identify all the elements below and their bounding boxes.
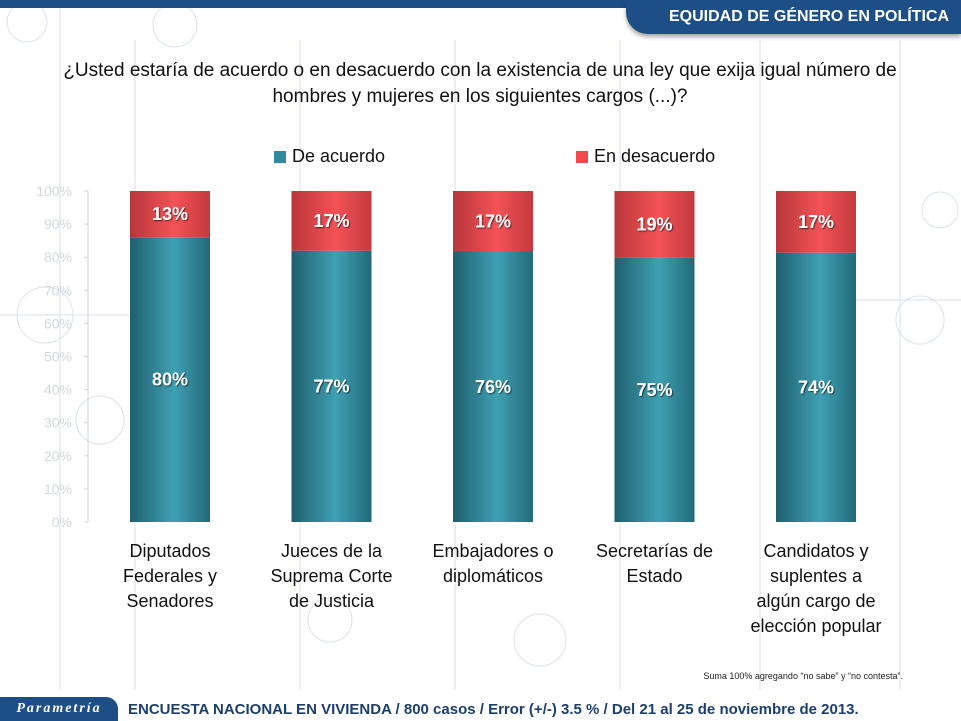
x-category-label: Candidatos y suplentes a algún cargo de ele… <box>750 541 881 636</box>
y-tick-label: 90% <box>44 216 72 232</box>
data-label-en-desacuerdo: 17% <box>798 212 834 232</box>
x-category-label: Diputados Federales y Senadores <box>123 541 217 611</box>
survey-methodology: ENCUESTA NACIONAL EN VIVIENDA / 800 caso… <box>128 701 859 718</box>
section-title: EQUIDAD DE GÉNERO EN POLÍTICA <box>626 0 961 34</box>
bar-en-desacuerdo <box>614 191 695 258</box>
y-tick-label: 20% <box>44 448 72 464</box>
y-tick-label: 50% <box>44 349 72 365</box>
legend-item-de-acuerdo: De acuerdo <box>274 146 385 167</box>
parametria-logo: Parametría <box>0 697 118 721</box>
data-label-de-acuerdo: 75% <box>636 380 672 400</box>
legend-item-en-desacuerdo: En desacuerdo <box>576 146 715 167</box>
legend-label: De acuerdo <box>292 146 386 166</box>
bar-en-desacuerdo <box>453 191 533 252</box>
bar-de-acuerdo <box>776 252 856 523</box>
y-tick-label: 60% <box>44 315 72 331</box>
legend-swatch-en-desacuerdo <box>576 150 588 163</box>
y-tick-label: 100% <box>36 183 72 199</box>
bar-de-acuerdo <box>614 257 695 522</box>
x-category-label: Secretarías de Estado <box>596 541 713 586</box>
data-label-de-acuerdo: 80% <box>152 370 188 390</box>
y-tick-label: 10% <box>44 481 72 497</box>
data-label-en-desacuerdo: 13% <box>152 204 188 224</box>
data-label-en-desacuerdo: 17% <box>475 211 511 231</box>
bar-de-acuerdo <box>130 237 210 523</box>
bar-de-acuerdo <box>453 251 533 522</box>
legend-swatch-de-acuerdo <box>274 150 286 163</box>
x-category-label: Jueces de la Suprema Corte de Justicia <box>270 541 392 611</box>
data-label-de-acuerdo: 76% <box>475 377 511 397</box>
footnote: Suma 100% agregando “no sabe” y “no cont… <box>703 671 903 681</box>
data-label-de-acuerdo: 77% <box>313 376 349 396</box>
y-tick-label: 30% <box>44 415 72 431</box>
legend-label: En desacuerdo <box>594 146 716 166</box>
data-label-de-acuerdo: 74% <box>798 377 834 397</box>
data-label-en-desacuerdo: 17% <box>313 211 349 231</box>
bar-en-desacuerdo <box>130 191 210 238</box>
y-tick-label: 0% <box>52 514 72 530</box>
bar-en-desacuerdo <box>776 191 856 253</box>
top-bar <box>0 0 961 8</box>
bar-de-acuerdo <box>291 250 372 523</box>
y-tick-label: 70% <box>44 282 72 298</box>
x-category-label: Embajadores o diplomáticos <box>432 541 553 586</box>
y-tick-label: 40% <box>44 382 72 398</box>
survey-question: ¿Usted estaría de acuerdo o en desacuerd… <box>63 60 897 107</box>
y-tick-label: 80% <box>44 249 72 265</box>
bar-en-desacuerdo <box>291 191 372 251</box>
data-label-en-desacuerdo: 19% <box>636 214 672 234</box>
